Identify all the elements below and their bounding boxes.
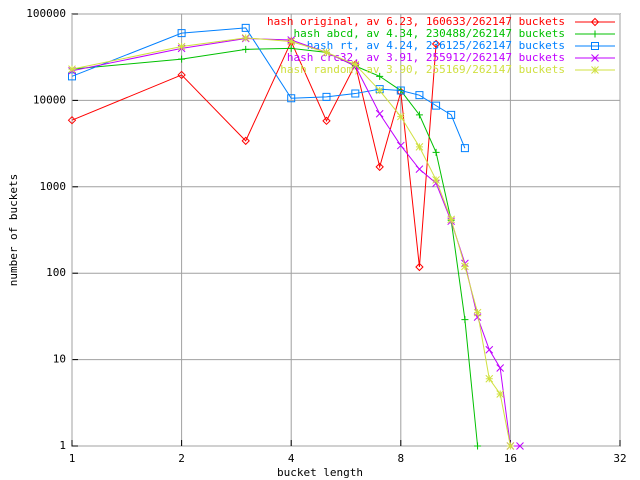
point [432,101,441,110]
legend-label: hash rt, av 4.24, 236125/262147 buckets [307,39,565,52]
y-tick-label: 1000 [40,180,67,193]
point [287,37,296,46]
point [461,316,469,324]
point [322,92,331,101]
point [351,89,360,98]
y-tick-label: 100 [46,266,66,279]
legend-label: hash abcd, av 4.34, 230488/262147 bucket… [293,27,565,40]
point [485,345,494,354]
point [461,262,469,271]
x-tick-label: 16 [504,452,517,465]
point [591,30,599,38]
point [241,33,250,42]
point [287,94,296,103]
point [68,72,76,81]
point [516,442,524,450]
point [432,176,440,184]
point [287,44,295,52]
point [242,45,250,53]
series-line [71,38,520,447]
point [241,136,250,146]
x-tick-label: 4 [288,452,295,465]
series-line [71,37,511,447]
point [496,390,505,398]
point [474,442,482,450]
point [351,60,360,69]
series-line [71,40,437,268]
point [375,162,384,172]
point [396,112,405,121]
point [447,215,456,224]
x-axis-label: bucket length [277,466,363,479]
plot-frame [71,13,621,447]
point [241,23,250,32]
x-tick-label: 1 [69,452,76,465]
point [396,141,405,150]
point [177,29,186,38]
series-line [71,47,479,447]
point [431,39,441,49]
y-axis-label: number of buckets [7,174,20,287]
point [590,17,600,27]
x-tick-label: 2 [178,452,185,465]
legend-label: hash original, av 6.23, 160633/262147 bu… [267,15,565,28]
point [415,165,424,174]
point [460,144,469,153]
point [178,55,186,63]
point [591,66,599,74]
point [591,42,599,50]
point [473,308,482,317]
point [375,86,384,95]
series-line [71,27,466,149]
point [415,262,424,272]
point [432,148,440,156]
y-tick-label: 1 [59,439,66,452]
y-tick-label: 10000 [33,93,66,106]
point [177,70,186,80]
point [396,86,405,95]
point [177,42,186,51]
point [485,374,494,383]
point [376,72,384,80]
point [375,85,384,94]
point [447,110,456,119]
point [322,116,331,126]
point [415,111,423,119]
legend-label: hash random, av 3.90, 255169/262147 buck… [280,63,565,76]
y-tick-label: 10 [53,353,66,366]
point [67,115,77,125]
point [506,442,515,450]
y-tick-label: 100000 [26,7,66,20]
point [415,91,424,100]
point [496,364,505,372]
point [322,48,331,57]
legend-label: hash crc32, av 3.91, 255912/262147 bucke… [287,51,565,64]
point [375,109,384,118]
x-tick-label: 32 [613,452,626,465]
point [415,142,424,151]
x-tick-label: 8 [397,452,404,465]
point [68,65,76,74]
point [591,54,599,62]
